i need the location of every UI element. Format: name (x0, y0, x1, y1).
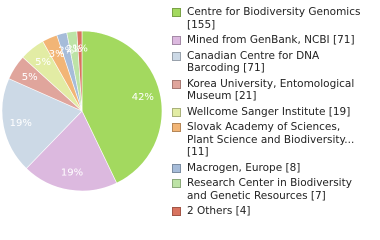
legend-item: Mined from GenBank, NCBI [71] (172, 34, 376, 47)
legend-label: 2 Others [4] (187, 205, 251, 217)
legend-item: Macrogen, Europe [8] (172, 162, 376, 175)
legend-item: 2 Others [4] (172, 205, 376, 218)
legend-label: Wellcome Sanger Institute [19] (187, 105, 351, 118)
legend-item: Korea University, Entomological Museum [… (172, 78, 376, 103)
legend-swatch (172, 163, 181, 173)
legend-swatch (172, 107, 181, 117)
legend-swatch (172, 123, 181, 132)
slice-label: 19% (10, 118, 32, 129)
slice-label: 3% (49, 49, 65, 60)
legend-label: Mined from GenBank, NCBI [71] (187, 34, 355, 46)
legend-item: Centre for Biodiversity Genomics [155] (172, 6, 376, 31)
slice-label: 2% (58, 46, 74, 57)
slice-label: 42% (132, 92, 154, 103)
legend: Centre for Biodiversity Genomics [155] Mi… (172, 6, 376, 221)
legend-swatch (172, 51, 181, 61)
legend-swatch (172, 8, 181, 17)
slice-label: 5% (22, 72, 38, 83)
pie-slice (81, 30, 163, 184)
legend-item: Canadian Centre for DNA Barcoding [71] (172, 50, 376, 75)
legend-label: Macrogen, Europe [8] (187, 161, 301, 174)
legend-swatch (172, 36, 181, 45)
legend-label: Korea University, Entomological Museum [… (187, 77, 355, 103)
legend-label: Research Center in Biodiversity and Gene… (187, 177, 352, 202)
legend-label: Centre for Biodiversity Genomics [155] (187, 6, 361, 31)
slice-label: 5% (35, 57, 51, 68)
legend-swatch (172, 79, 181, 89)
pie-slice (76, 30, 83, 112)
legend-item: Wellcome Sanger Institute [19] (172, 106, 376, 119)
slice-label: 2% (66, 44, 82, 55)
legend-swatch (172, 179, 181, 188)
pie-slice (1, 78, 83, 169)
legend-label: Canadian Centre for DNA Barcoding [71] (187, 49, 320, 75)
pie-slice (25, 110, 118, 192)
legend-swatch (172, 207, 181, 216)
slice-label: 19% (61, 168, 83, 179)
pie-chart: 42%19%19%5%5%3%2%2%1% (1, 30, 163, 192)
legend-item: Slovak Academy of Sciences, Plant Scienc… (172, 121, 376, 159)
legend-label: Slovak Academy of Sciences, Plant Scienc… (187, 121, 355, 158)
legend-item: Research Center in Biodiversity and Gene… (172, 177, 376, 202)
slice-label: 1% (72, 44, 88, 55)
